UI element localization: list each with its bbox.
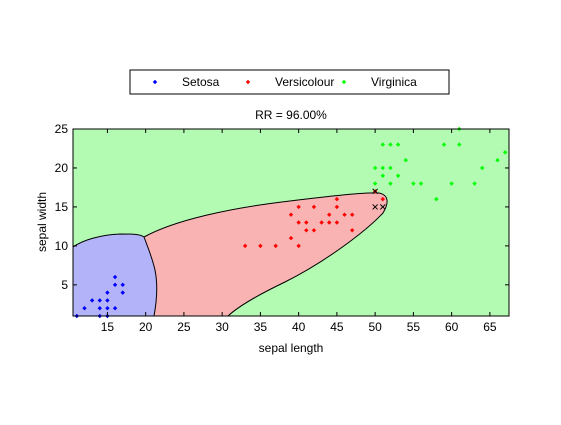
data-point-virginica bbox=[372, 165, 378, 171]
data-point-versicolour bbox=[327, 220, 332, 225]
boundary-setosa-virginica bbox=[72, 233, 145, 248]
y-axis-ticks: 5 10 15 20 25 bbox=[55, 122, 509, 292]
decision-regions bbox=[72, 129, 509, 317]
data-point-virginica bbox=[480, 165, 485, 171]
data-point-setosa bbox=[82, 306, 87, 311]
data-point-versicolour bbox=[258, 243, 263, 249]
data-point-virginica bbox=[418, 181, 424, 186]
x-tick-label: 55 bbox=[407, 320, 421, 334]
data-point-virginica bbox=[441, 142, 447, 147]
legend-label-versicolour: Versicolour bbox=[275, 75, 334, 89]
data-point-virginica bbox=[457, 142, 462, 147]
data-point-virginica bbox=[395, 173, 401, 178]
data-point-versicolour bbox=[288, 235, 294, 241]
data-point-versicolour bbox=[296, 220, 301, 225]
data-point-setosa bbox=[112, 274, 118, 280]
x-tick-label: 30 bbox=[215, 320, 229, 334]
boundary-setosa-versicolour bbox=[143, 236, 158, 317]
legend-box bbox=[129, 69, 450, 95]
data-point-setosa bbox=[97, 306, 102, 311]
data-point-versicolour bbox=[296, 204, 301, 210]
data-point-virginica bbox=[403, 157, 408, 163]
data-point-setosa bbox=[89, 298, 95, 303]
legend-label-setosa: Setosa bbox=[182, 75, 220, 89]
x-tick-label: 40 bbox=[292, 320, 306, 334]
legend-marker-versicolour bbox=[245, 79, 251, 85]
data-point-versicolour bbox=[311, 228, 317, 233]
region-setosa bbox=[73, 234, 157, 316]
data-point-virginica bbox=[502, 150, 508, 155]
chart-title: RR = 96.00% bbox=[255, 108, 327, 122]
data-point-versicolour bbox=[304, 220, 309, 225]
data-point-virginica bbox=[380, 165, 385, 171]
data-point-versicolour bbox=[334, 196, 340, 202]
data-point-versicolour bbox=[349, 212, 355, 217]
x-tick-label: 25 bbox=[177, 320, 191, 334]
y-axis-label: sepal width bbox=[35, 192, 49, 252]
data-point-versicolour bbox=[311, 204, 317, 210]
x-tick-label: 60 bbox=[445, 320, 459, 334]
y-tick-label: 10 bbox=[55, 239, 69, 253]
data-point-versicolour bbox=[380, 196, 385, 202]
data-point-virginica bbox=[380, 173, 385, 178]
data-point-versicolour bbox=[334, 204, 340, 210]
data-point-versicolour bbox=[242, 243, 248, 249]
y-tick-label: 25 bbox=[55, 122, 69, 136]
data-point-setosa bbox=[112, 282, 118, 288]
misclassified-marker bbox=[372, 204, 378, 210]
data-point-virginica bbox=[472, 181, 477, 186]
x-axis-label: sepal length bbox=[259, 341, 324, 355]
data-point-virginica bbox=[449, 181, 454, 186]
data-point-versicolour bbox=[273, 243, 278, 249]
y-tick-label: 15 bbox=[55, 200, 69, 214]
data-point-virginica bbox=[388, 142, 393, 147]
x-tick-label: 15 bbox=[101, 320, 115, 334]
y-tick-label: 5 bbox=[61, 278, 68, 292]
data-point-virginica bbox=[395, 142, 401, 147]
data-point-virginica bbox=[388, 181, 393, 186]
data-point-virginica bbox=[388, 165, 393, 171]
data-point-virginica bbox=[411, 181, 416, 186]
data-point-setosa bbox=[120, 290, 125, 295]
data-point-virginica bbox=[495, 157, 500, 163]
misclassified-marker bbox=[372, 188, 378, 195]
legend: Setosa Versicolour Virginica bbox=[129, 69, 450, 95]
data-point-setosa bbox=[97, 298, 102, 303]
data-point-setosa bbox=[105, 298, 110, 303]
data-point-setosa bbox=[120, 282, 125, 288]
legend-label-virginica: Virginica bbox=[371, 75, 417, 89]
x-tick-label: 35 bbox=[254, 320, 268, 334]
data-point-versicolour bbox=[342, 212, 347, 217]
legend-marker-virginica bbox=[341, 79, 347, 85]
x-tick-label: 45 bbox=[330, 320, 344, 334]
data-point-virginica bbox=[380, 142, 385, 147]
axes-box bbox=[72, 128, 510, 317]
x-axis-ticks: 15 20 25 30 35 40 45 50 55 60 65 bbox=[101, 129, 497, 334]
data-point-setosa bbox=[112, 306, 118, 311]
boundary-versicolour-virginica bbox=[143, 192, 388, 317]
data-point-versicolour bbox=[349, 228, 355, 233]
data-point-virginica bbox=[372, 181, 378, 186]
misclassified-marker bbox=[379, 204, 386, 210]
x-tick-label: 65 bbox=[483, 320, 497, 334]
data-point-versicolour bbox=[327, 212, 332, 217]
data-point-versicolour bbox=[296, 243, 301, 249]
legend-marker-setosa bbox=[152, 79, 158, 85]
data-point-versicolour bbox=[334, 220, 340, 225]
data-point-virginica bbox=[434, 196, 439, 202]
data-point-versicolour bbox=[319, 220, 324, 225]
x-tick-label: 20 bbox=[139, 320, 153, 334]
region-versicolour bbox=[144, 192, 388, 316]
y-tick-label: 20 bbox=[55, 161, 69, 175]
x-tick-label: 50 bbox=[368, 320, 382, 334]
data-point-versicolour bbox=[288, 212, 294, 217]
data-point-versicolour bbox=[304, 228, 309, 233]
data-point-setosa bbox=[105, 306, 110, 311]
data-point-setosa bbox=[105, 290, 110, 295]
